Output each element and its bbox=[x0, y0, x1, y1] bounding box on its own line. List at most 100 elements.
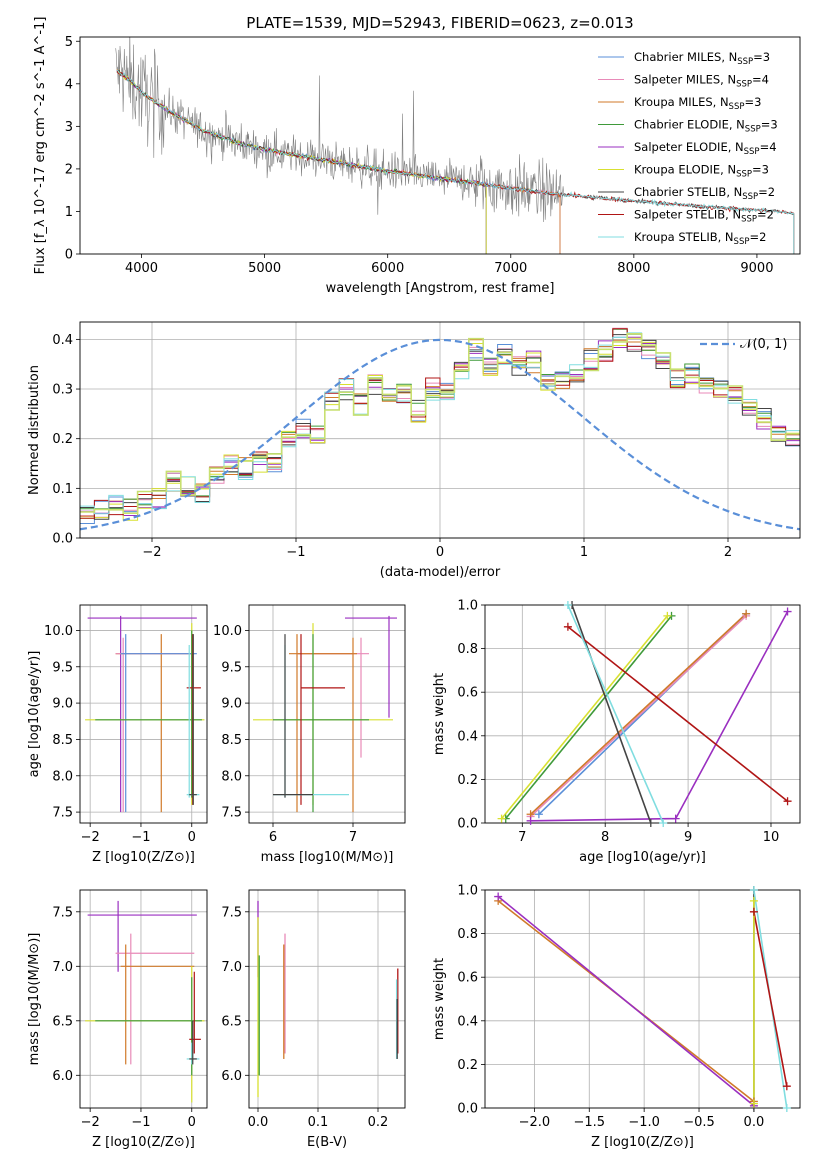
plot-area bbox=[80, 327, 800, 531]
y-tick-label: 8.0 bbox=[52, 769, 73, 784]
weight-marker-kroupa_stelib bbox=[659, 819, 668, 827]
x-tick-label: −2 bbox=[142, 545, 161, 560]
y-tick-label: 7.0 bbox=[52, 960, 73, 975]
x-tick-label: −2 bbox=[81, 1115, 100, 1130]
y-tick-label: 6.0 bbox=[52, 1069, 73, 1084]
plot-area bbox=[85, 615, 205, 813]
axes-frame bbox=[79, 604, 208, 824]
weight-vs-age-panel: 7 8 9 10 0.0 0.2 0.4 0.6 0.8 1.0 age [log10(age/yr… bbox=[432, 599, 801, 865]
weight-line-salpeter_miles bbox=[530, 615, 747, 818]
y-tick-label: 8.5 bbox=[221, 733, 242, 748]
figure-title: PLATE=1539, MJD=52943, FIBERID=0623, z=0… bbox=[246, 14, 633, 32]
x-tick-label: −0.5 bbox=[683, 1115, 715, 1130]
weight-line-kroupa_elodie bbox=[500, 615, 669, 820]
weight-marker-salpeter_elodie bbox=[671, 814, 680, 823]
x-tick-label: 8 bbox=[601, 830, 609, 845]
weight-marker-salpeter_stelib bbox=[563, 622, 572, 631]
normal-curve bbox=[80, 338, 800, 531]
x-tick-label: 2 bbox=[724, 545, 732, 560]
y-axis-label: Normed distribution bbox=[27, 365, 42, 495]
y-tick-label: 7.5 bbox=[221, 806, 242, 821]
weight-line-salpeter_elodie bbox=[497, 895, 755, 1107]
y-tick-label: 2 bbox=[65, 162, 73, 177]
y-tick-label: 0.6 bbox=[457, 686, 478, 701]
x-axis-label: (data-model)/error bbox=[380, 565, 501, 580]
plot-area bbox=[257, 900, 399, 1098]
weight-marker-chabrier_stelib bbox=[646, 819, 655, 827]
y-axis-label: mass weight bbox=[432, 673, 447, 755]
y-tick-label: 0.0 bbox=[457, 817, 478, 832]
y-tick-label: 3 bbox=[65, 120, 73, 135]
x-tick-label: 9000 bbox=[740, 261, 773, 276]
y-tick-label: 6.0 bbox=[221, 1069, 242, 1084]
y-tick-label: 1 bbox=[65, 205, 73, 220]
y-tick-label: 0.1 bbox=[52, 482, 73, 497]
x-tick-label: −1.5 bbox=[573, 1115, 605, 1130]
y-tick-label: 8.0 bbox=[221, 769, 242, 784]
mass-vs-z-panel: −2 −1 0 6.0 6.5 7.0 7.5 Z [log10(Z/Z⊙)] mass [lo… bbox=[27, 889, 208, 1150]
x-tick-label: 7 bbox=[518, 830, 526, 845]
weight-vs-z-panel: −2.0 −1.5 −1.0 −0.5 0.0 0.0 0.2 0.4 0.6 0.8 1.0 Z [… bbox=[432, 884, 801, 1150]
y-tick-label: 9.5 bbox=[221, 660, 242, 675]
x-tick-label: 8000 bbox=[617, 261, 650, 276]
legend-entry-chabrier_elodie: Chabrier ELODIE, NSSP=3 bbox=[634, 118, 778, 135]
x-tick-label: 0.2 bbox=[368, 1115, 389, 1130]
x-axis-label: Z [log10(Z/Z⊙)] bbox=[92, 1135, 195, 1150]
y-tick-label: 0.6 bbox=[457, 971, 478, 986]
weight-marker-kroupa_stelib bbox=[563, 601, 572, 609]
ticks: −2 −1 0 7.5 8.0 8.5 9.0 9.5 10.0 bbox=[44, 624, 196, 845]
weight-marker-kroupa_stelib bbox=[749, 886, 758, 894]
y-tick-label: 10.0 bbox=[213, 624, 242, 639]
x-axis-label: mass [log10(M/M⊙)] bbox=[261, 850, 394, 865]
x-tick-label: −2 bbox=[81, 830, 100, 845]
weight-marker-kroupa_elodie bbox=[749, 1099, 758, 1108]
y-tick-label: 7.0 bbox=[221, 960, 242, 975]
x-tick-label: 6 bbox=[269, 830, 277, 845]
x-axis-label: E(B-V) bbox=[307, 1135, 347, 1150]
weight-marker-salpeter_elodie bbox=[783, 607, 792, 616]
weight-marker-salpeter_elodie bbox=[494, 892, 503, 901]
y-tick-label: 7.5 bbox=[221, 905, 242, 920]
legend-entry-salpeter_elodie: Salpeter ELODIE, NSSP=4 bbox=[634, 140, 777, 157]
x-tick-label: 6000 bbox=[371, 261, 404, 276]
weight-marker-salpeter_stelib bbox=[783, 797, 792, 806]
axes-frame bbox=[248, 889, 406, 1109]
legend-entry-chabrier_miles: Chabrier MILES, NSSP=3 bbox=[634, 50, 770, 67]
legend-entry-salpeter_stelib: Salpeter STELIB, NSSP=2 bbox=[634, 208, 774, 225]
y-tick-label: 9.5 bbox=[52, 660, 73, 675]
residuals-panel: −2 −1 0 1 2 0.0 0.1 0.2 0.3 0.4 (data-model)/error… bbox=[27, 321, 801, 580]
plot-area bbox=[500, 605, 789, 823]
age-vs-mass-panel: 6 7 7.5 8.0 8.5 9.0 9.5 10.0 mass [log10(M/M⊙)] bbox=[213, 604, 406, 865]
legend-entry-kroupa_stelib: Kroupa STELIB, NSSP=2 bbox=[634, 230, 766, 247]
y-tick-label: 8.5 bbox=[52, 733, 73, 748]
y-tick-label: 6.5 bbox=[221, 1014, 242, 1029]
x-tick-label: −1 bbox=[131, 830, 150, 845]
y-tick-label: 1.0 bbox=[457, 599, 478, 614]
y-tick-label: 0.4 bbox=[52, 333, 73, 348]
axes-frame bbox=[484, 889, 801, 1109]
weight-line-chabrier_elodie bbox=[505, 615, 673, 820]
x-tick-label: 0 bbox=[188, 1115, 196, 1130]
y-tick-label: 0.4 bbox=[457, 1014, 478, 1029]
y-tick-label: 0.2 bbox=[457, 1058, 478, 1073]
x-tick-label: 0 bbox=[188, 830, 196, 845]
plot-area bbox=[85, 900, 205, 1103]
axes-frame bbox=[79, 889, 208, 1109]
ssp-model-kroupa_stelib bbox=[116, 69, 795, 254]
x-tick-label: 0.0 bbox=[744, 1115, 765, 1130]
x-tick-label: −1 bbox=[286, 545, 305, 560]
axes-frame bbox=[484, 604, 801, 824]
y-axis-label: Flux [f_λ 10^-17 erg cm^-2 s^-1 A^-1] bbox=[33, 17, 48, 275]
age-vs-z-panel: −2 −1 0 7.5 8.0 8.5 9.0 9.5 10.0 Z [log10(Z/Z⊙)] a… bbox=[27, 604, 208, 865]
y-tick-label: 0.2 bbox=[457, 773, 478, 788]
x-axis-label: Z [log10(Z/Z⊙)] bbox=[591, 1135, 694, 1150]
weight-marker-salpeter_stelib bbox=[749, 907, 758, 916]
legend-entry-kroupa_elodie: Kroupa ELODIE, NSSP=3 bbox=[634, 163, 769, 180]
plot-area bbox=[253, 615, 397, 813]
y-tick-label: 7.5 bbox=[52, 806, 73, 821]
plot-area bbox=[497, 890, 788, 1108]
x-axis-label: Z [log10(Z/Z⊙)] bbox=[92, 850, 195, 865]
ticks: −2 −1 0 6.0 6.5 7.0 7.5 bbox=[52, 905, 196, 1130]
x-tick-label: 9 bbox=[684, 830, 692, 845]
ticks: 6 7 7.5 8.0 8.5 9.0 9.5 10.0 bbox=[213, 624, 357, 845]
